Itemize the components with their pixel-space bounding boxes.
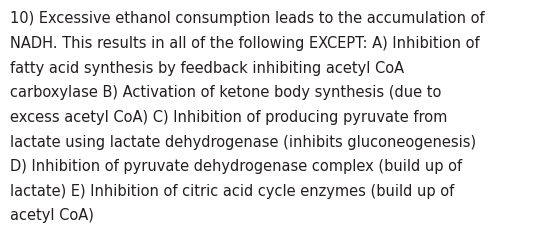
Text: NADH. This results in all of the following EXCEPT: A) Inhibition of: NADH. This results in all of the followi…	[10, 36, 480, 51]
Text: acetyl CoA): acetyl CoA)	[10, 207, 94, 222]
Text: D) Inhibition of pyruvate dehydrogenase complex (build up of: D) Inhibition of pyruvate dehydrogenase …	[10, 158, 462, 173]
Text: carboxylase B) Activation of ketone body synthesis (due to: carboxylase B) Activation of ketone body…	[10, 85, 441, 100]
Text: excess acetyl CoA) C) Inhibition of producing pyruvate from: excess acetyl CoA) C) Inhibition of prod…	[10, 109, 448, 124]
Text: 10) Excessive ethanol consumption leads to the accumulation of: 10) Excessive ethanol consumption leads …	[10, 11, 485, 26]
Text: lactate) E) Inhibition of citric acid cycle enzymes (build up of: lactate) E) Inhibition of citric acid cy…	[10, 183, 454, 198]
Text: fatty acid synthesis by feedback inhibiting acetyl CoA: fatty acid synthesis by feedback inhibit…	[10, 60, 404, 75]
Text: lactate using lactate dehydrogenase (inhibits gluconeogenesis): lactate using lactate dehydrogenase (inh…	[10, 134, 476, 149]
